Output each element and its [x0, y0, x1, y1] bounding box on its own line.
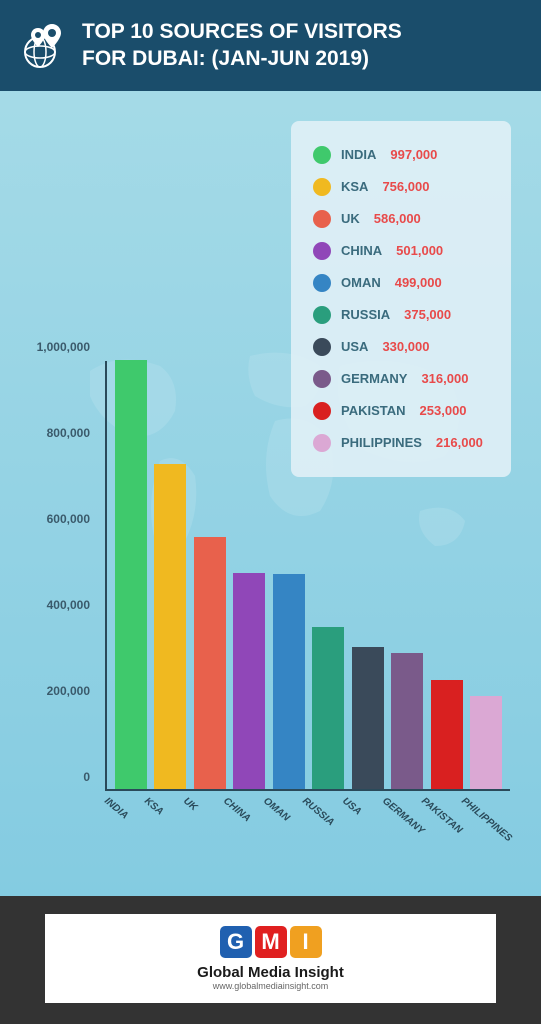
legend-dot: [313, 306, 331, 324]
bar: [233, 573, 265, 788]
legend-country: RUSSIA: [341, 307, 390, 322]
footer: GMI Global Media Insight www.globalmedia…: [0, 896, 541, 1024]
globe-pin-icon: [20, 20, 70, 70]
plot-area: [105, 361, 510, 791]
y-tick: 200,000: [30, 684, 90, 698]
legend-value: 997,000: [390, 147, 437, 162]
legend-country: USA: [341, 339, 368, 354]
title-line-2: FOR DUBAI: (JAN-JUN 2019): [82, 45, 402, 72]
x-label: PHILIPPINES: [440, 795, 490, 846]
bar: [312, 627, 344, 788]
chart-area: INDIA 997,000 KSA 756,000 UK 586,000 CHINA 501,…: [0, 91, 541, 911]
legend-country: OMAN: [341, 275, 381, 290]
legend-country: KSA: [341, 179, 368, 194]
x-axis-labels: INDIAKSAUKCHINAOMANRUSSIAUSAGERMANYPAKIS…: [105, 791, 510, 831]
legend-item: KSA 756,000: [313, 171, 489, 203]
header: TOP 10 SOURCES OF VISITORS FOR DUBAI: (J…: [0, 0, 541, 91]
bar: [391, 653, 423, 789]
legend-country: UK: [341, 211, 360, 226]
logo-letter: G: [220, 926, 252, 958]
bar: [115, 360, 147, 789]
legend-dot: [313, 338, 331, 356]
legend-value: 330,000: [382, 339, 429, 354]
bar-chart: 0200,000400,000600,000800,0001,000,000 I…: [30, 361, 510, 831]
legend-dot: [313, 274, 331, 292]
gmi-logo: GMI: [45, 926, 496, 958]
legend-country: CHINA: [341, 243, 382, 258]
logo-letter: I: [290, 926, 322, 958]
legend-item: INDIA 997,000: [313, 139, 489, 171]
footer-card: GMI Global Media Insight www.globalmedia…: [45, 914, 496, 1003]
bar: [470, 696, 502, 789]
legend-item: UK 586,000: [313, 203, 489, 235]
legend-dot: [313, 146, 331, 164]
y-tick: 0: [30, 770, 90, 784]
legend-value: 499,000: [395, 275, 442, 290]
x-label: USA: [321, 795, 371, 846]
legend-item: OMAN 499,000: [313, 267, 489, 299]
legend-dot: [313, 178, 331, 196]
legend-value: 501,000: [396, 243, 443, 258]
legend-value: 375,000: [404, 307, 451, 322]
bar: [352, 647, 384, 789]
company-name: Global Media Insight: [45, 964, 496, 981]
bar: [154, 464, 186, 789]
y-axis: 0200,000400,000600,000800,0001,000,000: [30, 361, 95, 791]
bar: [273, 574, 305, 789]
bar: [431, 680, 463, 789]
legend-item: USA 330,000: [313, 331, 489, 363]
legend-item: RUSSIA 375,000: [313, 299, 489, 331]
legend-value: 586,000: [374, 211, 421, 226]
legend-value: 756,000: [382, 179, 429, 194]
x-label: CHINA: [202, 795, 252, 846]
legend-item: CHINA 501,000: [313, 235, 489, 267]
legend-country: INDIA: [341, 147, 376, 162]
y-tick: 800,000: [30, 426, 90, 440]
bars-container: [107, 361, 510, 789]
y-tick: 1,000,000: [30, 340, 90, 354]
x-label: INDIA: [83, 795, 133, 846]
legend-dot: [313, 242, 331, 260]
bar: [194, 537, 226, 789]
logo-letter: M: [255, 926, 287, 958]
company-url: www.globalmediainsight.com: [45, 981, 496, 991]
title-line-1: TOP 10 SOURCES OF VISITORS: [82, 18, 402, 45]
y-tick: 400,000: [30, 598, 90, 612]
legend-dot: [313, 210, 331, 228]
y-tick: 600,000: [30, 512, 90, 526]
page-title: TOP 10 SOURCES OF VISITORS FOR DUBAI: (J…: [82, 18, 402, 73]
